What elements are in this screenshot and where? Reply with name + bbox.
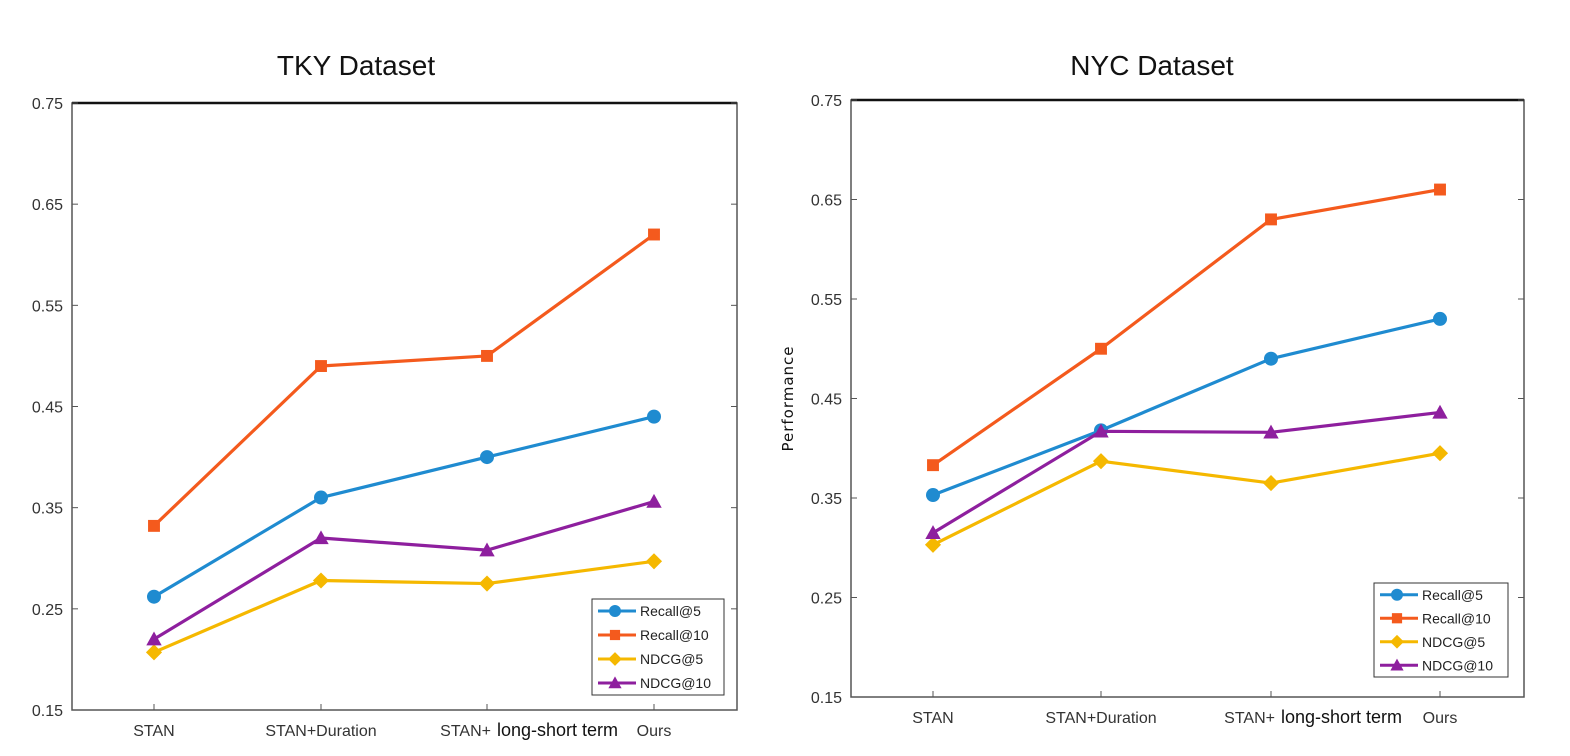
x-tick-label: STAN+Duration (265, 723, 376, 740)
series-line (152, 233, 655, 528)
y-tick-label: 0.65 (811, 193, 842, 210)
x-tick-label: STAN+ (1224, 710, 1275, 727)
series-recall-at-5 (147, 409, 661, 604)
data-point (478, 575, 496, 592)
legend-marker (608, 676, 622, 689)
legend-label: NDCG@10 (1422, 657, 1493, 673)
data-point (648, 228, 660, 241)
series-line (932, 451, 1441, 547)
y-tick-label: 0.15 (811, 690, 842, 707)
data-point (1433, 311, 1447, 326)
data-point (1095, 342, 1107, 355)
y-tick-label: 0.65 (32, 197, 63, 214)
series-ndcg-at-5 (145, 553, 663, 661)
chart-1: TKY Dataset 0.15 0.25 0.35 0.45 0.55 0.65 0.75 S… (32, 50, 738, 740)
series-line (153, 415, 655, 599)
legend: Recall@5 Recall@10 NDCG@5 NDCG@10 (1373, 582, 1509, 678)
series-ndcg-at-10 (146, 493, 662, 646)
legend-marker (609, 605, 621, 617)
series-ndcg-at-5 (924, 445, 1449, 553)
x-tick-label: STAN (912, 710, 953, 727)
series-line (932, 317, 1441, 497)
x-tick-label: STAN+ (440, 723, 491, 740)
y-tick-label: 0.15 (32, 703, 63, 720)
x-tick-label: Ours (1423, 710, 1458, 727)
data-point (479, 542, 495, 557)
data-point (147, 589, 161, 604)
data-point (1431, 445, 1449, 462)
legend-label: NDCG@5 (640, 651, 703, 667)
y-tick-label: 0.75 (811, 93, 842, 110)
data-point (148, 519, 160, 532)
data-point (927, 459, 939, 472)
chart-title: NYC Dataset (1070, 50, 1234, 81)
legend-label: Recall@10 (1422, 610, 1491, 626)
series-line (153, 500, 655, 641)
legend-marker (1391, 613, 1403, 624)
y-tick-label: 0.55 (811, 292, 842, 309)
y-tick-label: 0.45 (32, 400, 63, 417)
data-point (924, 536, 942, 553)
data-point (481, 349, 493, 362)
data-point (646, 493, 662, 508)
x-tick-label: Ours (637, 723, 672, 740)
y-tick-label: 0.25 (811, 591, 842, 608)
x-tick-label: STAN (133, 723, 174, 740)
data-point (1434, 183, 1446, 196)
data-point (1263, 424, 1279, 439)
y-tick-label: 0.75 (32, 96, 63, 113)
legend-label: Recall@5 (640, 603, 701, 619)
data-point (645, 553, 663, 570)
data-point (480, 450, 494, 465)
y-tick-label: 0.35 (811, 491, 842, 508)
chart-title: TKY Dataset (277, 50, 435, 81)
series-line (153, 559, 655, 654)
series-recall-at-10 (148, 228, 660, 532)
x-tick-label-extra: long-short term (1281, 707, 1402, 727)
legend-marker (1390, 658, 1404, 671)
series-line (932, 410, 1441, 535)
data-point (1265, 213, 1277, 226)
data-point (925, 525, 941, 539)
y-tick-label: 0.45 (811, 392, 842, 409)
legend-marker (1390, 634, 1404, 649)
data-point (1092, 453, 1110, 470)
x-tick-label: STAN+Duration (1045, 710, 1156, 727)
legend-marker (608, 652, 622, 666)
chart-2: NYC Dataset 0.15 0.25 0.35 0.45 0.55 0.65 0.75 S… (779, 50, 1525, 727)
data-point (1264, 351, 1278, 366)
series-line (932, 187, 1441, 467)
y-tick-label: 0.25 (32, 602, 63, 619)
series-recall-at-10 (927, 183, 1446, 472)
data-point (1093, 423, 1109, 438)
legend-marker (609, 629, 621, 641)
data-point (1262, 475, 1280, 492)
legend-label: NDCG@10 (640, 675, 711, 691)
data-point (315, 360, 327, 372)
y-tick-label: 0.55 (32, 298, 63, 315)
data-point (145, 644, 163, 661)
data-point (146, 631, 162, 646)
data-point (312, 572, 330, 589)
legend-label: Recall@10 (640, 627, 709, 643)
data-point (314, 490, 328, 505)
data-point (1432, 404, 1448, 419)
legend: Recall@5 Recall@10 NDCG@5 NDCG@10 (591, 598, 725, 696)
data-point (926, 488, 940, 503)
data-point (313, 530, 329, 545)
legend-label: Recall@5 (1422, 587, 1483, 603)
legend-marker (1391, 588, 1403, 601)
legend-label: NDCG@5 (1422, 634, 1485, 650)
data-point (647, 409, 661, 424)
y-axis-label: Performance (779, 345, 797, 451)
y-tick-label: 0.35 (32, 501, 63, 518)
series-ndcg-at-10 (925, 404, 1448, 539)
x-tick-label-extra: long-short term (497, 720, 618, 740)
